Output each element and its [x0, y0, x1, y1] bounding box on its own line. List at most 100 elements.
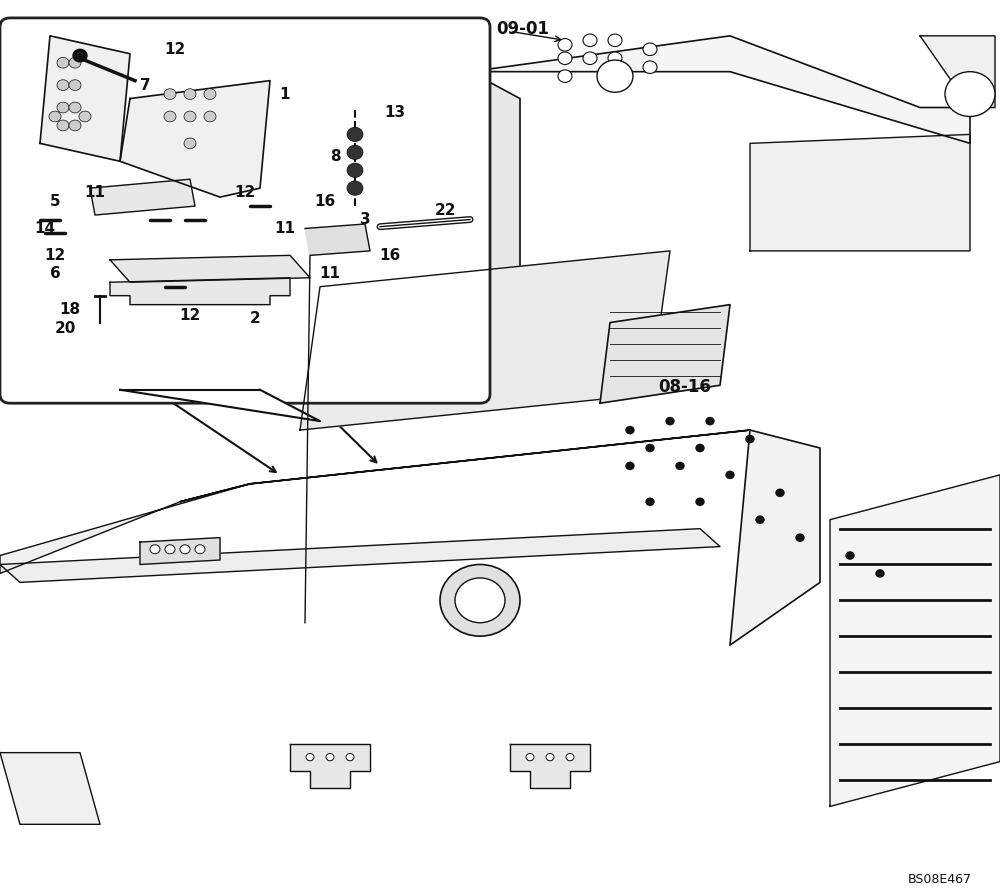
Circle shape — [455, 578, 505, 623]
Circle shape — [184, 138, 196, 149]
Circle shape — [164, 89, 176, 99]
Circle shape — [57, 102, 69, 113]
Circle shape — [184, 111, 196, 122]
Polygon shape — [600, 305, 730, 403]
Text: 12: 12 — [44, 248, 66, 263]
Polygon shape — [290, 744, 370, 788]
Text: 14: 14 — [34, 221, 56, 236]
Polygon shape — [110, 278, 290, 305]
Text: 12: 12 — [234, 185, 256, 200]
Text: 11: 11 — [274, 221, 296, 236]
Circle shape — [608, 52, 622, 65]
Polygon shape — [40, 36, 130, 161]
Circle shape — [646, 498, 654, 505]
Polygon shape — [110, 255, 310, 282]
Text: 22: 22 — [434, 203, 456, 218]
Circle shape — [79, 111, 91, 122]
Circle shape — [49, 111, 61, 122]
Circle shape — [184, 89, 196, 99]
Circle shape — [69, 57, 81, 68]
Circle shape — [646, 444, 654, 452]
Text: 12: 12 — [179, 308, 201, 323]
Polygon shape — [305, 224, 370, 255]
Polygon shape — [830, 475, 1000, 806]
Circle shape — [326, 754, 334, 761]
Circle shape — [347, 145, 363, 159]
Polygon shape — [470, 36, 970, 143]
FancyBboxPatch shape — [0, 18, 490, 403]
Text: 16: 16 — [379, 248, 401, 263]
Text: 18: 18 — [59, 302, 81, 316]
Circle shape — [69, 120, 81, 131]
Text: 16: 16 — [314, 194, 336, 209]
Circle shape — [696, 498, 704, 505]
Text: 13: 13 — [384, 105, 406, 119]
Circle shape — [776, 489, 784, 496]
Polygon shape — [120, 81, 270, 197]
Circle shape — [204, 89, 216, 99]
Polygon shape — [0, 529, 720, 582]
Circle shape — [643, 43, 657, 56]
Circle shape — [165, 545, 175, 554]
Circle shape — [150, 545, 160, 554]
Circle shape — [583, 34, 597, 47]
Circle shape — [306, 754, 314, 761]
Circle shape — [347, 127, 363, 142]
Polygon shape — [90, 179, 195, 215]
Circle shape — [69, 102, 81, 113]
Circle shape — [666, 418, 674, 425]
Polygon shape — [120, 390, 320, 421]
Circle shape — [558, 52, 572, 65]
Polygon shape — [470, 72, 520, 332]
Polygon shape — [140, 538, 220, 564]
Text: 3: 3 — [360, 212, 370, 227]
Circle shape — [69, 80, 81, 90]
Circle shape — [608, 34, 622, 47]
Circle shape — [204, 111, 216, 122]
Text: 1: 1 — [280, 87, 290, 101]
Circle shape — [626, 462, 634, 470]
Text: 20: 20 — [54, 322, 76, 336]
Circle shape — [195, 545, 205, 554]
Circle shape — [164, 111, 176, 122]
Circle shape — [846, 552, 854, 559]
Circle shape — [676, 462, 684, 470]
Circle shape — [57, 57, 69, 68]
Circle shape — [643, 61, 657, 73]
Circle shape — [796, 534, 804, 541]
Circle shape — [726, 471, 734, 478]
Circle shape — [583, 52, 597, 65]
Polygon shape — [750, 134, 970, 251]
Circle shape — [57, 120, 69, 131]
Circle shape — [558, 39, 572, 51]
Circle shape — [696, 444, 704, 452]
Circle shape — [347, 181, 363, 195]
Circle shape — [566, 754, 574, 761]
Polygon shape — [510, 744, 590, 788]
Circle shape — [440, 564, 520, 636]
Circle shape — [876, 570, 884, 577]
Circle shape — [558, 70, 572, 82]
Circle shape — [347, 163, 363, 177]
Circle shape — [626, 426, 634, 434]
Circle shape — [746, 435, 754, 443]
Text: 12: 12 — [164, 42, 186, 56]
Text: 8: 8 — [330, 150, 340, 164]
Circle shape — [756, 516, 764, 523]
Polygon shape — [0, 753, 100, 824]
Circle shape — [597, 60, 633, 92]
Circle shape — [346, 754, 354, 761]
Text: 11: 11 — [84, 185, 106, 200]
Circle shape — [73, 49, 87, 62]
Text: 6: 6 — [50, 266, 60, 280]
Circle shape — [706, 418, 714, 425]
Text: 08-16: 08-16 — [659, 378, 711, 396]
Text: 09-01: 09-01 — [496, 20, 550, 38]
Text: 5: 5 — [50, 194, 60, 209]
Circle shape — [945, 72, 995, 116]
Circle shape — [180, 545, 190, 554]
Circle shape — [57, 80, 69, 90]
Text: BS08E467: BS08E467 — [908, 874, 972, 886]
Polygon shape — [0, 484, 250, 573]
Text: 11: 11 — [320, 266, 340, 280]
